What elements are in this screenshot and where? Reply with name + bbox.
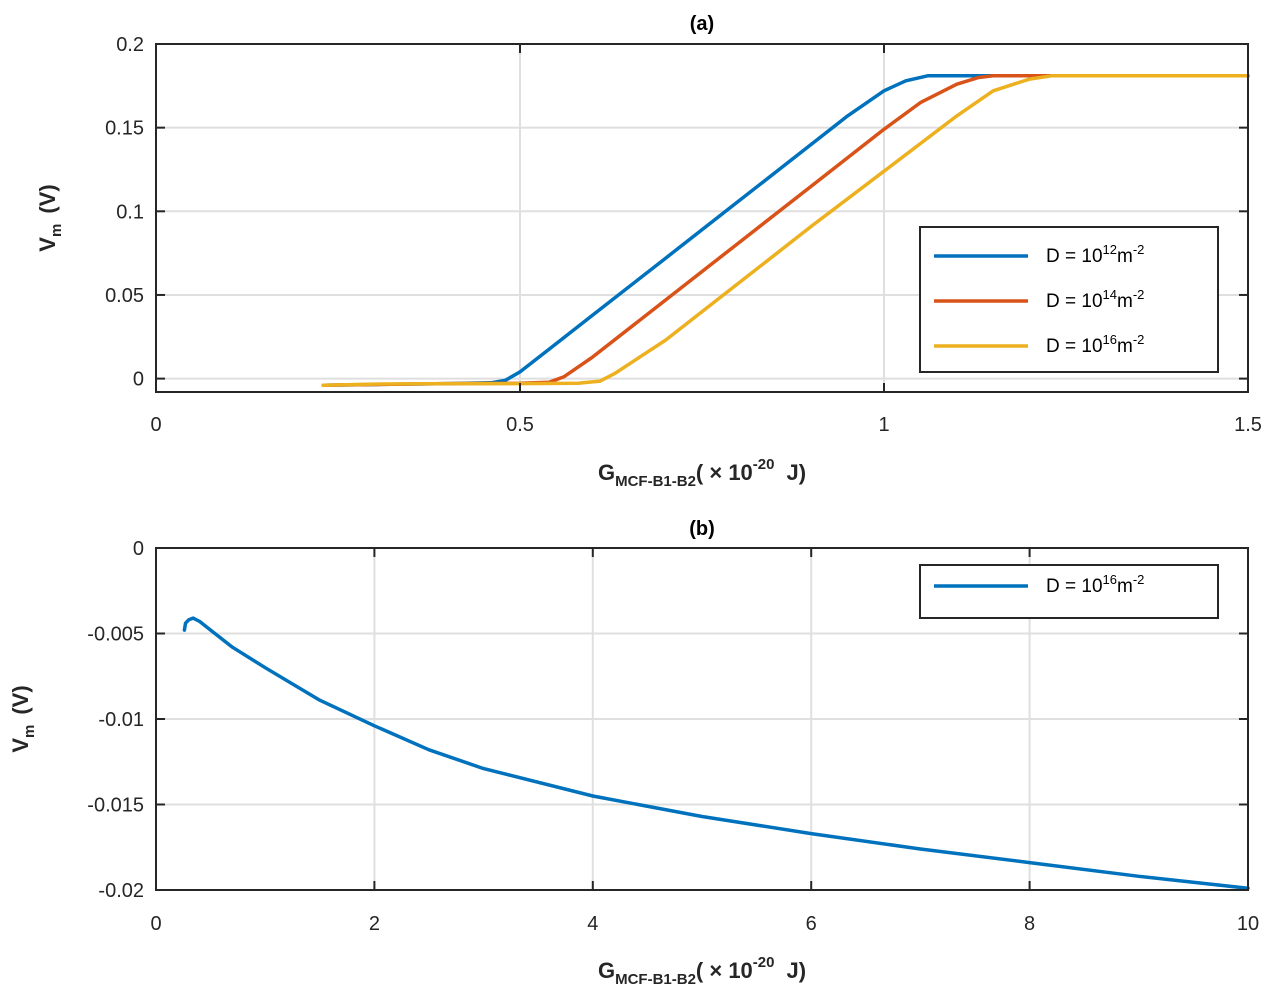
legend-box	[919, 564, 1219, 619]
x-label-unit: J)	[786, 958, 806, 983]
y-label-unit: (V)	[35, 184, 60, 213]
x-label-rest: ( × 10	[696, 460, 753, 485]
legend-unit-exp: -2	[1133, 242, 1145, 257]
x-tick-label: 6	[806, 913, 817, 935]
y-tick-label: 0.05	[105, 285, 144, 307]
legend-entry: D = 1016m-2	[1046, 572, 1144, 597]
legend-prefix: D = 10	[1046, 336, 1103, 357]
y-tick-label: -0.015	[87, 795, 144, 817]
legend-unit: m	[1117, 291, 1133, 312]
legend-unit: m	[1117, 336, 1133, 357]
legend-entry: D = 1012m-2	[1046, 242, 1144, 267]
legend-unit-exp: -2	[1133, 572, 1145, 587]
x-label-sub: MCF-B1-B2	[615, 971, 696, 988]
legend-exp: 16	[1103, 572, 1117, 587]
x-label-exp: -20	[753, 456, 775, 473]
legend: D = 1012m-2D = 1014m-2D = 1016m-2	[919, 226, 1219, 373]
x-tick-label: 4	[587, 913, 598, 935]
legend-exp: 16	[1103, 332, 1117, 347]
series-line-2	[321, 74, 1250, 388]
y-label-sub: m	[48, 224, 65, 237]
x-label-exp: -20	[753, 954, 775, 971]
legend-unit: m	[1117, 246, 1133, 267]
x-axis-label: GMCF-B1-B2( × 10-20 J)	[598, 456, 806, 490]
legend-prefix: D = 10	[1046, 291, 1103, 312]
chart-1: 0 2 4 6 8 10 0 -0.005 -0.01 -0.015 -0.02 (b) GMCF-B1…	[8, 518, 1259, 988]
y-label-main: V	[8, 738, 33, 753]
x-tick-label: 1.5	[1234, 414, 1262, 436]
y-tick-label: -0.005	[87, 624, 144, 646]
y-tick-label: -0.02	[98, 880, 144, 902]
y-tick-label: 0.1	[116, 201, 144, 223]
legend-unit-exp: -2	[1133, 332, 1145, 347]
x-label-main: G	[598, 958, 615, 983]
y-tick-label: 0	[133, 369, 144, 391]
y-label-main: V	[35, 237, 60, 252]
legend-prefix: D = 10	[1046, 576, 1103, 597]
legend-prefix: D = 10	[1046, 246, 1103, 267]
legend-exp: 12	[1103, 242, 1117, 257]
y-label-unit: (V)	[8, 685, 33, 714]
x-label-rest: ( × 10	[696, 958, 753, 983]
x-tick-label: 10	[1237, 913, 1259, 935]
y-tick-label: -0.01	[98, 709, 144, 731]
y-axis-label: Vm (V)	[35, 184, 65, 251]
x-tick-label: 0.5	[506, 414, 534, 436]
chart-title: (a)	[690, 13, 714, 35]
legend: D = 1016m-2	[919, 564, 1219, 619]
axes-box	[155, 43, 1249, 393]
legend-entry: D = 1016m-2	[1046, 332, 1144, 357]
x-tick-label: 0	[150, 913, 161, 935]
x-tick-label: 2	[369, 913, 380, 935]
x-tick-label: 8	[1024, 913, 1035, 935]
x-axis-label: GMCF-B1-B2( × 10-20 J)	[598, 954, 806, 988]
y-label-sub: m	[21, 725, 38, 738]
legend-unit-exp: -2	[1133, 287, 1145, 302]
x-label-sub: MCF-B1-B2	[615, 473, 696, 490]
legend-exp: 14	[1103, 287, 1117, 302]
series-line-0	[182, 616, 1250, 891]
y-axis-label: Vm (V)	[8, 685, 38, 752]
x-label-unit: J)	[786, 460, 806, 485]
chart-title: (b)	[689, 518, 715, 540]
y-tick-label: 0	[133, 538, 144, 560]
y-tick-label: 0.15	[105, 118, 144, 140]
chart-0: 0 0.5 1 1.5 0 0.05 0.1 0.15 0.2 (a) GMCF-B1-B2( × …	[35, 13, 1262, 490]
x-tick-label: 1	[878, 414, 889, 436]
legend-unit: m	[1117, 576, 1133, 597]
x-label-main: G	[598, 460, 615, 485]
y-tick-label: 0.2	[116, 34, 144, 56]
legend-entry: D = 1014m-2	[1046, 287, 1144, 312]
x-tick-label: 0	[150, 414, 161, 436]
